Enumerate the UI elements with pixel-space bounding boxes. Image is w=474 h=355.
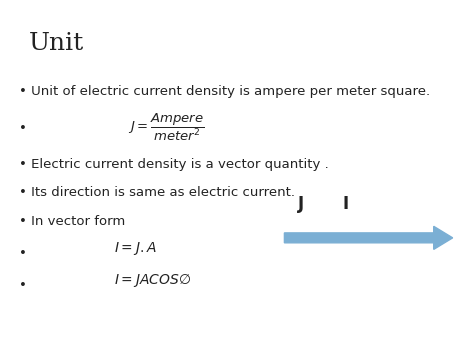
- Text: • Unit of electric current density is ampere per meter square.: • Unit of electric current density is am…: [19, 85, 430, 98]
- Text: I: I: [343, 195, 349, 213]
- Text: •: •: [19, 247, 27, 260]
- Text: •: •: [19, 279, 27, 292]
- Text: • In vector form: • In vector form: [19, 215, 125, 228]
- Text: $\mathit{I} = \mathit{JACOS\varnothing}$: $\mathit{I} = \mathit{JACOS\varnothing}$: [114, 272, 191, 289]
- Text: •: •: [19, 122, 27, 136]
- Text: Unit: Unit: [28, 32, 84, 55]
- FancyArrow shape: [284, 226, 453, 249]
- Text: J: J: [298, 195, 304, 213]
- Text: $\mathit{I} = \mathit{J} . \mathit{A}$: $\mathit{I} = \mathit{J} . \mathit{A}$: [114, 240, 156, 257]
- Text: • Its direction is same as electric current.: • Its direction is same as electric curr…: [19, 186, 295, 200]
- Text: • Electric current density is a vector quantity .: • Electric current density is a vector q…: [19, 158, 328, 171]
- Text: $\mathit{J} = \dfrac{\mathit{Ampere}}{\mathit{meter}^2}$: $\mathit{J} = \dfrac{\mathit{Ampere}}{\m…: [128, 112, 204, 143]
